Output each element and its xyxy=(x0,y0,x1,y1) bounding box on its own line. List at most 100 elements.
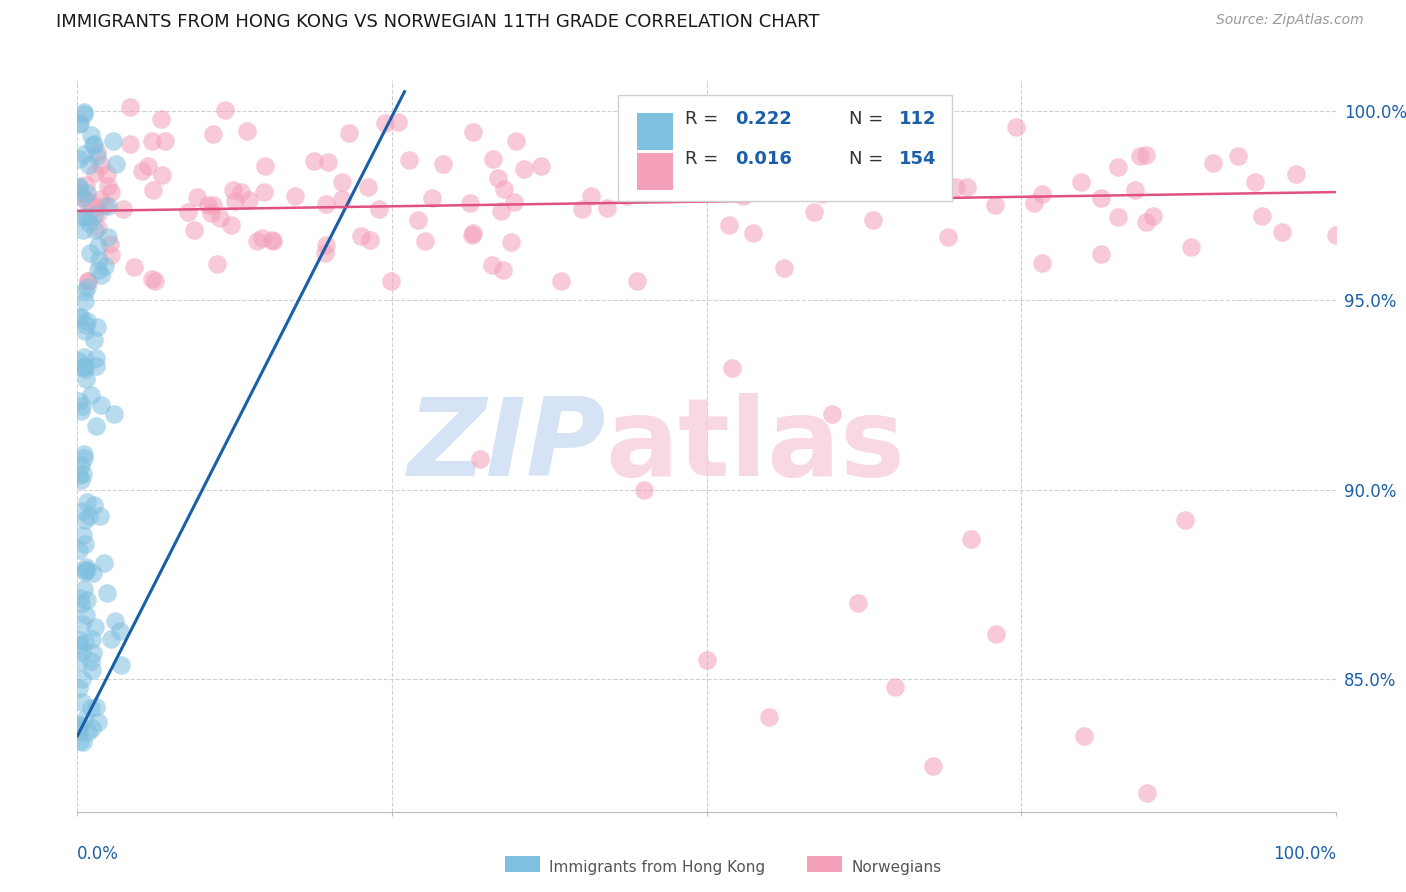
Point xyxy=(153,134,176,148)
Point xyxy=(1070,175,1092,189)
Text: N =: N = xyxy=(849,110,889,128)
Point xyxy=(413,235,436,249)
Point xyxy=(67,393,90,408)
Point xyxy=(141,271,163,285)
Point xyxy=(82,663,104,677)
Point xyxy=(96,585,118,599)
Point xyxy=(222,184,245,198)
Point xyxy=(73,451,96,466)
Point xyxy=(83,137,105,152)
Point xyxy=(67,543,90,558)
Point xyxy=(461,228,484,243)
Point xyxy=(96,167,118,181)
Point xyxy=(492,263,515,277)
Point xyxy=(76,279,98,293)
Point xyxy=(90,192,112,206)
Point xyxy=(186,190,208,204)
Point xyxy=(67,725,90,739)
Point xyxy=(70,597,93,611)
Point xyxy=(101,134,124,148)
Point xyxy=(959,532,981,546)
Text: Source: ZipAtlas.com: Source: ZipAtlas.com xyxy=(1216,13,1364,28)
Point xyxy=(73,104,96,119)
Point xyxy=(262,233,284,247)
Point xyxy=(884,680,907,694)
Point xyxy=(75,359,97,373)
Text: N =: N = xyxy=(849,150,889,168)
Point xyxy=(120,100,142,114)
Point xyxy=(633,131,655,145)
Point xyxy=(482,152,505,166)
Point xyxy=(82,646,104,660)
Point xyxy=(1129,149,1152,163)
Text: 154: 154 xyxy=(898,150,936,168)
Point xyxy=(67,353,90,368)
Point xyxy=(75,513,97,527)
Point xyxy=(202,198,225,212)
Point xyxy=(337,126,360,140)
Point xyxy=(200,206,222,220)
Text: 0.222: 0.222 xyxy=(735,110,793,128)
Point xyxy=(763,103,786,118)
Point xyxy=(681,129,703,144)
Point xyxy=(86,145,108,160)
Point xyxy=(936,230,959,244)
Point xyxy=(1024,195,1046,210)
Point xyxy=(98,236,121,251)
Point xyxy=(86,319,108,334)
Point xyxy=(503,194,526,209)
Point xyxy=(87,206,110,220)
Point xyxy=(284,189,307,203)
Point xyxy=(80,700,103,714)
Point xyxy=(67,117,90,131)
Point xyxy=(84,359,107,373)
Point xyxy=(67,638,90,652)
FancyBboxPatch shape xyxy=(619,95,952,201)
Point xyxy=(90,158,112,172)
Point xyxy=(70,503,93,517)
Point xyxy=(231,185,253,199)
Point xyxy=(374,116,396,130)
Point xyxy=(846,596,869,610)
Point xyxy=(131,164,153,178)
Text: IMMIGRANTS FROM HONG KONG VS NORWEGIAN 11TH GRADE CORRELATION CHART: IMMIGRANTS FROM HONG KONG VS NORWEGIAN 1… xyxy=(56,13,820,31)
Point xyxy=(432,157,454,171)
Point xyxy=(207,257,229,271)
Point xyxy=(72,672,94,686)
Point xyxy=(530,160,553,174)
Point xyxy=(87,714,110,729)
Point xyxy=(83,223,105,237)
Point xyxy=(1142,209,1164,223)
Point xyxy=(1135,148,1157,162)
Point xyxy=(69,116,91,130)
Point xyxy=(398,153,420,168)
Point xyxy=(80,721,103,735)
Point xyxy=(1107,210,1129,224)
Point xyxy=(1090,191,1112,205)
Point xyxy=(350,228,373,243)
Text: R =: R = xyxy=(685,150,724,168)
Text: 100.0%: 100.0% xyxy=(1272,845,1336,863)
Point xyxy=(82,566,104,581)
Point xyxy=(110,658,132,673)
Point xyxy=(111,202,134,216)
Point xyxy=(100,248,122,262)
Point xyxy=(75,537,97,551)
Point xyxy=(84,699,107,714)
Point xyxy=(72,360,94,375)
Point xyxy=(89,508,111,523)
Point xyxy=(1180,240,1202,254)
Point xyxy=(86,263,108,277)
Point xyxy=(513,162,536,177)
Point xyxy=(1136,786,1159,800)
Point xyxy=(1324,228,1347,243)
Point xyxy=(1005,120,1028,135)
Point xyxy=(94,259,117,273)
Point xyxy=(73,565,96,579)
Point xyxy=(83,208,105,222)
Point xyxy=(67,178,90,193)
Point xyxy=(357,180,380,194)
Point xyxy=(253,159,276,173)
Point xyxy=(77,509,100,524)
Point xyxy=(253,186,276,200)
